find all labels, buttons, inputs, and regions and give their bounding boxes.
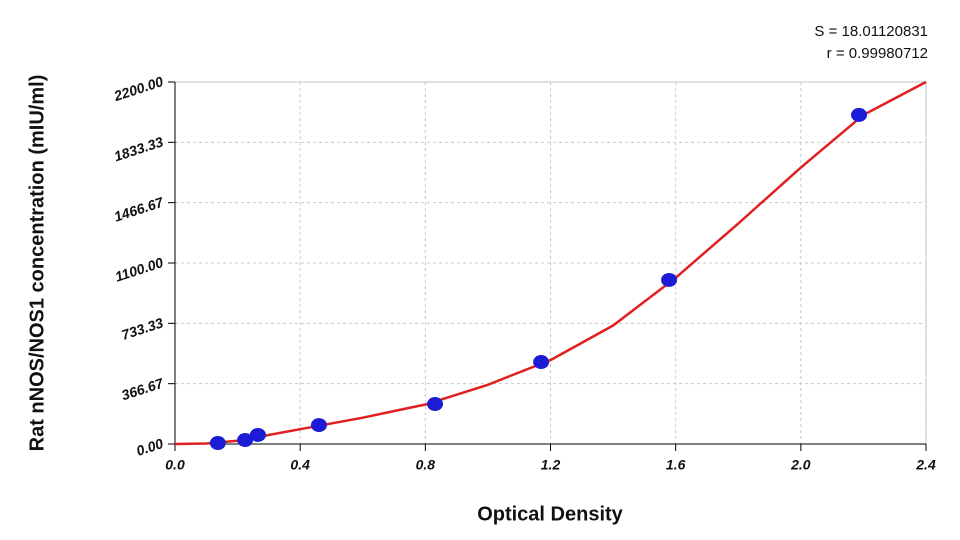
x-tick-label: 1.2 bbox=[541, 457, 561, 473]
x-tick-label: 0.0 bbox=[165, 457, 185, 473]
data-point bbox=[661, 272, 678, 287]
y-axis-label: Rat nNOS/NOS1 concentration (mIU/ml) bbox=[26, 75, 48, 452]
x-tick-label: 0.4 bbox=[290, 457, 310, 473]
x-tick-label: 0.8 bbox=[416, 457, 436, 473]
x-tick-label: 1.6 bbox=[666, 457, 686, 473]
x-tick-label: 2.0 bbox=[790, 457, 811, 473]
annotation: S = 18.01120831 bbox=[814, 23, 928, 40]
annotation: r = 0.99980712 bbox=[827, 45, 928, 62]
data-point bbox=[249, 427, 266, 442]
data-point bbox=[533, 355, 550, 370]
data-point bbox=[310, 418, 327, 433]
x-tick-label: 2.4 bbox=[915, 457, 936, 473]
data-point bbox=[237, 433, 254, 448]
data-point bbox=[427, 397, 444, 412]
data-point bbox=[851, 107, 868, 122]
x-axis-label: Optical Density bbox=[477, 503, 623, 525]
data-point bbox=[209, 436, 226, 451]
